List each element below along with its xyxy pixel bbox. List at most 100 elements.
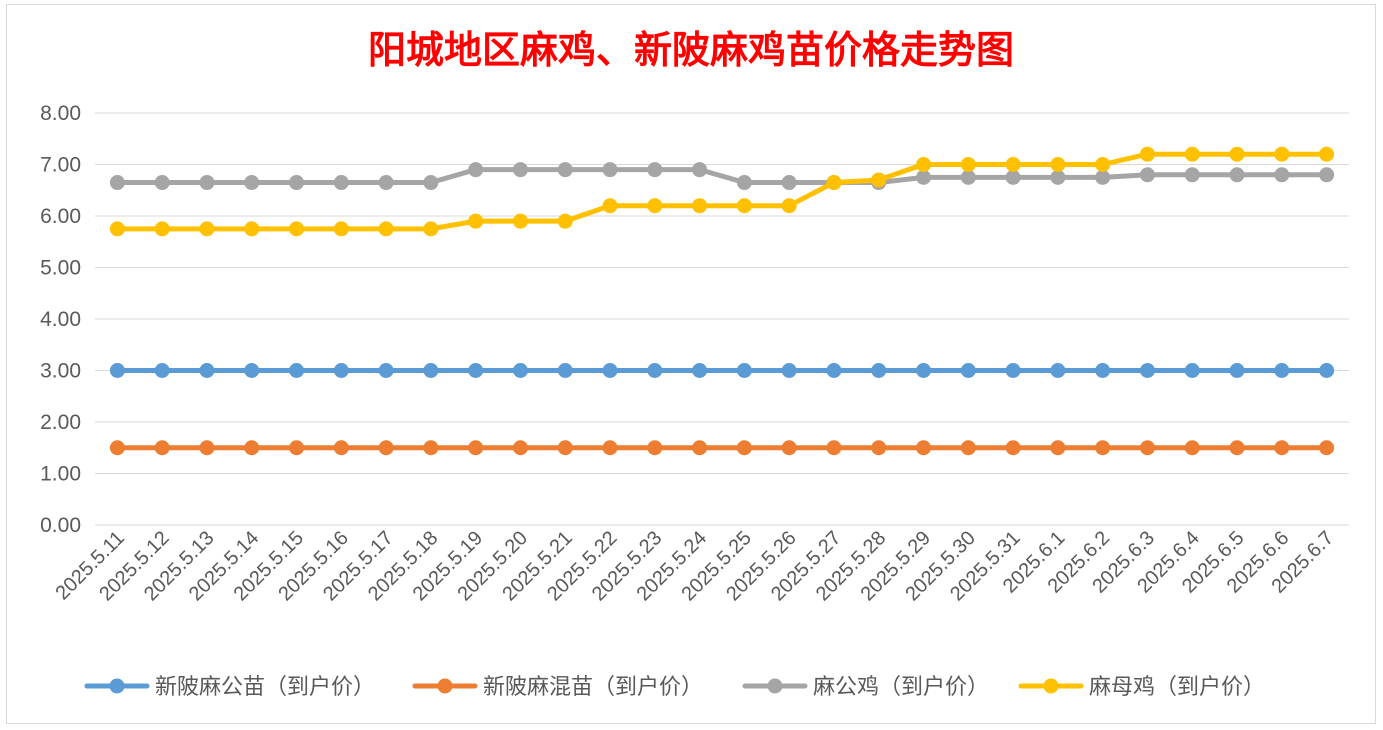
data-point[interactable]	[647, 198, 663, 214]
data-point[interactable]	[333, 440, 349, 456]
data-point[interactable]	[1319, 440, 1335, 456]
data-point[interactable]	[468, 440, 484, 456]
data-point[interactable]	[826, 363, 842, 378]
data-point[interactable]	[244, 363, 260, 378]
data-point[interactable]	[736, 198, 752, 214]
data-point[interactable]	[468, 363, 484, 378]
data-point[interactable]	[602, 440, 618, 456]
data-point[interactable]	[378, 440, 394, 456]
data-point[interactable]	[736, 363, 752, 378]
data-point[interactable]	[871, 363, 887, 378]
data-point[interactable]	[1229, 167, 1245, 183]
data-point[interactable]	[199, 175, 215, 191]
data-point[interactable]	[960, 169, 976, 185]
data-point[interactable]	[1274, 363, 1290, 378]
data-point[interactable]	[557, 162, 573, 178]
data-point[interactable]	[1095, 363, 1111, 378]
data-point[interactable]	[1139, 146, 1155, 162]
data-point[interactable]	[692, 440, 708, 456]
data-point[interactable]	[244, 175, 260, 191]
data-point[interactable]	[423, 363, 439, 378]
data-point[interactable]	[960, 363, 976, 378]
data-point[interactable]	[1139, 363, 1155, 378]
legend-item[interactable]: 麻公鸡（到户价）	[742, 675, 989, 700]
data-point[interactable]	[468, 162, 484, 178]
data-point[interactable]	[109, 221, 125, 237]
data-point[interactable]	[512, 213, 528, 229]
data-point[interactable]	[199, 221, 215, 237]
data-point[interactable]	[602, 198, 618, 214]
data-point[interactable]	[1095, 440, 1111, 456]
data-point[interactable]	[512, 363, 528, 378]
data-point[interactable]	[512, 440, 528, 456]
data-point[interactable]	[1319, 363, 1335, 378]
data-point[interactable]	[1274, 167, 1290, 183]
data-point[interactable]	[871, 440, 887, 456]
data-point[interactable]	[289, 175, 305, 191]
data-point[interactable]	[1005, 157, 1021, 172]
data-point[interactable]	[781, 440, 797, 456]
data-point[interactable]	[1319, 167, 1335, 183]
data-point[interactable]	[1184, 363, 1200, 378]
data-point[interactable]	[871, 172, 887, 188]
data-point[interactable]	[1274, 440, 1290, 456]
data-point[interactable]	[423, 440, 439, 456]
data-point[interactable]	[1184, 440, 1200, 456]
data-point[interactable]	[557, 363, 573, 378]
data-point[interactable]	[602, 363, 618, 378]
data-point[interactable]	[781, 175, 797, 191]
data-point[interactable]	[826, 175, 842, 191]
data-point[interactable]	[423, 221, 439, 237]
data-point[interactable]	[692, 198, 708, 214]
data-point[interactable]	[736, 440, 752, 456]
data-point[interactable]	[1095, 157, 1111, 172]
data-point[interactable]	[960, 157, 976, 172]
data-point[interactable]	[289, 440, 305, 456]
data-point[interactable]	[602, 162, 618, 178]
data-point[interactable]	[647, 440, 663, 456]
data-point[interactable]	[244, 440, 260, 456]
data-point[interactable]	[154, 175, 170, 191]
data-point[interactable]	[960, 440, 976, 456]
data-point[interactable]	[154, 363, 170, 378]
data-point[interactable]	[1229, 440, 1245, 456]
data-point[interactable]	[1005, 440, 1021, 456]
legend-item[interactable]: 新陂麻混苗（到户价）	[412, 675, 703, 700]
data-point[interactable]	[289, 363, 305, 378]
data-point[interactable]	[333, 221, 349, 237]
data-point[interactable]	[109, 363, 125, 378]
data-point[interactable]	[109, 175, 125, 191]
data-point[interactable]	[1319, 146, 1335, 162]
data-point[interactable]	[244, 221, 260, 237]
data-point[interactable]	[289, 221, 305, 237]
data-point[interactable]	[154, 440, 170, 456]
data-point[interactable]	[109, 440, 125, 456]
legend-item[interactable]: 新陂麻公苗（到户价）	[84, 675, 375, 700]
data-point[interactable]	[1184, 167, 1200, 183]
data-point[interactable]	[692, 363, 708, 378]
data-point[interactable]	[826, 440, 842, 456]
data-point[interactable]	[557, 440, 573, 456]
data-point[interactable]	[781, 198, 797, 214]
legend-item[interactable]: 麻母鸡（到户价）	[1018, 675, 1265, 700]
data-point[interactable]	[333, 175, 349, 191]
data-point[interactable]	[1050, 440, 1066, 456]
data-point[interactable]	[1139, 440, 1155, 456]
data-point[interactable]	[647, 363, 663, 378]
data-point[interactable]	[1184, 146, 1200, 162]
data-point[interactable]	[378, 175, 394, 191]
data-point[interactable]	[916, 169, 932, 185]
data-point[interactable]	[1050, 169, 1066, 185]
data-point[interactable]	[916, 363, 932, 378]
data-point[interactable]	[199, 363, 215, 378]
data-point[interactable]	[199, 440, 215, 456]
data-point[interactable]	[1095, 169, 1111, 185]
data-point[interactable]	[468, 213, 484, 229]
data-point[interactable]	[1050, 157, 1066, 172]
data-point[interactable]	[378, 221, 394, 237]
data-point[interactable]	[916, 440, 932, 456]
data-point[interactable]	[781, 363, 797, 378]
data-point[interactable]	[1050, 363, 1066, 378]
data-point[interactable]	[1005, 169, 1021, 185]
data-point[interactable]	[1229, 363, 1245, 378]
